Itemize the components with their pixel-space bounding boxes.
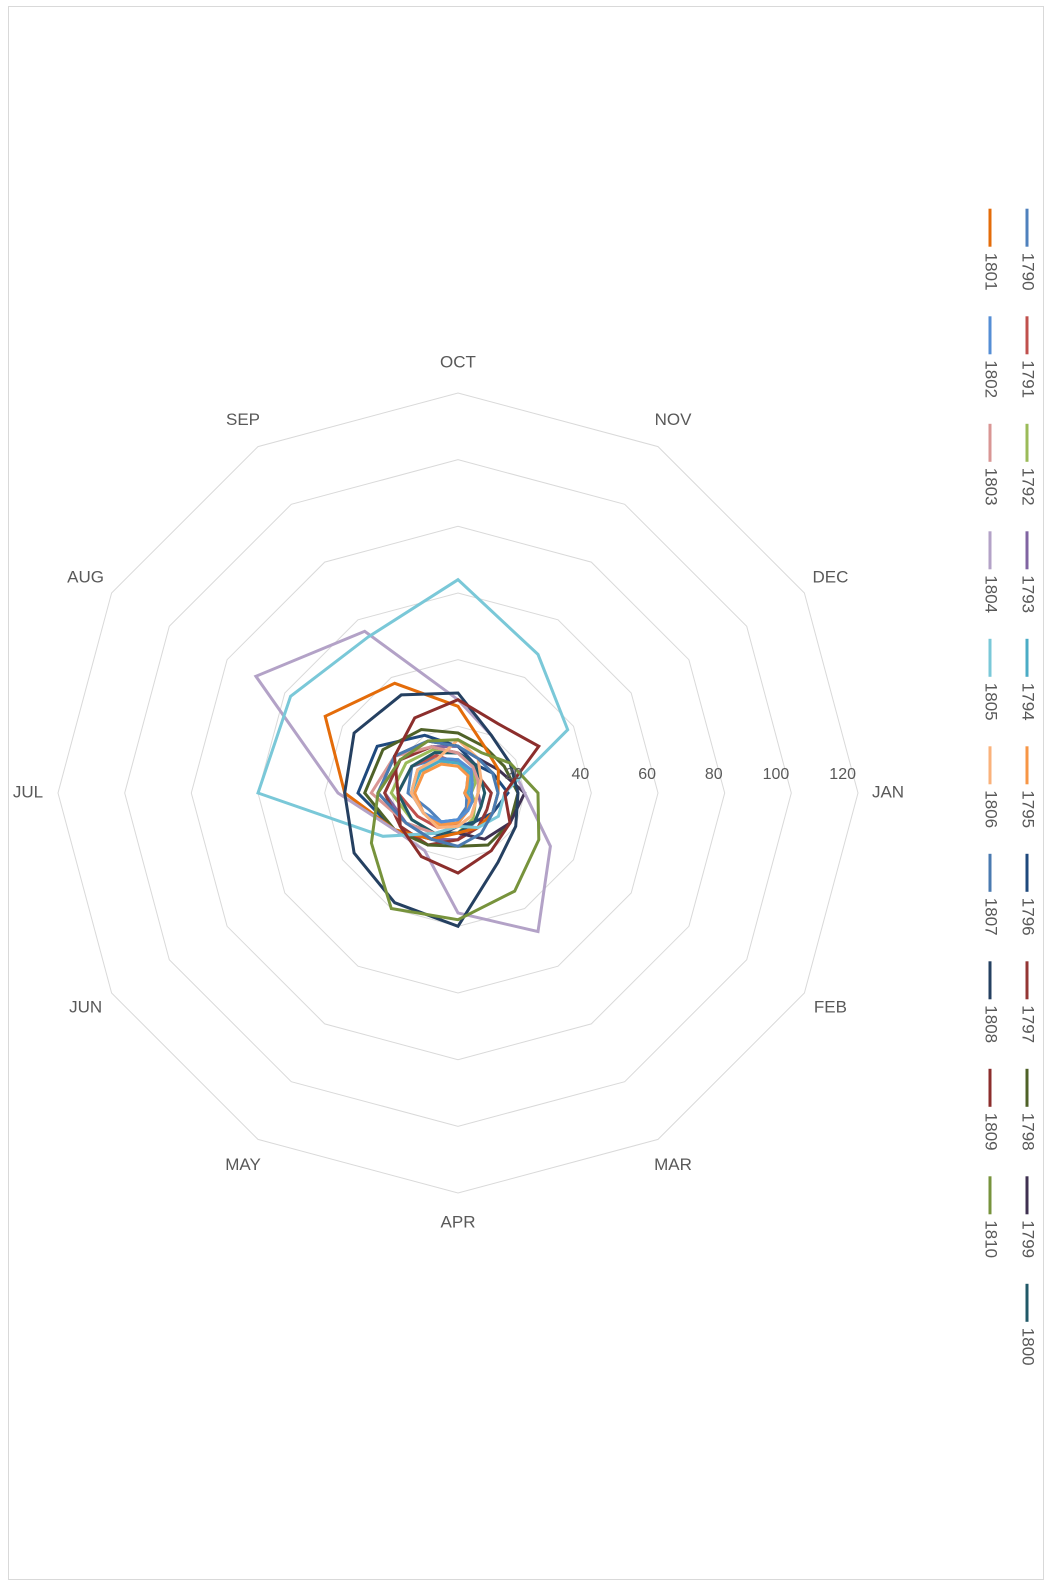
radar-series [253, 577, 570, 934]
category-label-jun: JUN [69, 997, 102, 1016]
category-label-mar: MAR [654, 1155, 692, 1174]
radar-grid [57, 392, 859, 1194]
category-label-jul: JUL [13, 782, 43, 801]
grid-ring [57, 392, 859, 1194]
r-tick-label: 40 [572, 766, 590, 783]
category-label-jan: JAN [872, 782, 904, 801]
series-line-1809 [392, 698, 542, 875]
r-tick-label: 80 [705, 766, 723, 783]
r-tick-label: 100 [763, 766, 790, 783]
category-label-aug: AUG [67, 567, 104, 586]
r-tick-label: 60 [638, 766, 656, 783]
series-line-1805 [256, 577, 570, 838]
grid-ring [190, 525, 726, 1061]
radar-labels: JAN FEB MAR APR MAY JUN JUL AUG SEP OCT NOV DEC 20 40… [13, 352, 904, 1231]
grid-ring [324, 659, 592, 927]
category-label-dec: DEC [812, 567, 848, 586]
category-label-oct: OCT [440, 352, 476, 371]
category-label-sep: SEP [226, 410, 260, 429]
category-label-may: MAY [225, 1155, 261, 1174]
grid-ring [124, 459, 792, 1127]
grid-ring [257, 592, 659, 994]
category-label-nov: NOV [655, 410, 693, 429]
category-label-apr: APR [441, 1212, 476, 1231]
category-label-feb: FEB [814, 997, 847, 1016]
series-line-1810 [369, 738, 541, 922]
r-tick-label: 20 [505, 766, 523, 783]
series-line-1808 [343, 691, 520, 929]
r-tick-label: 120 [829, 766, 856, 783]
